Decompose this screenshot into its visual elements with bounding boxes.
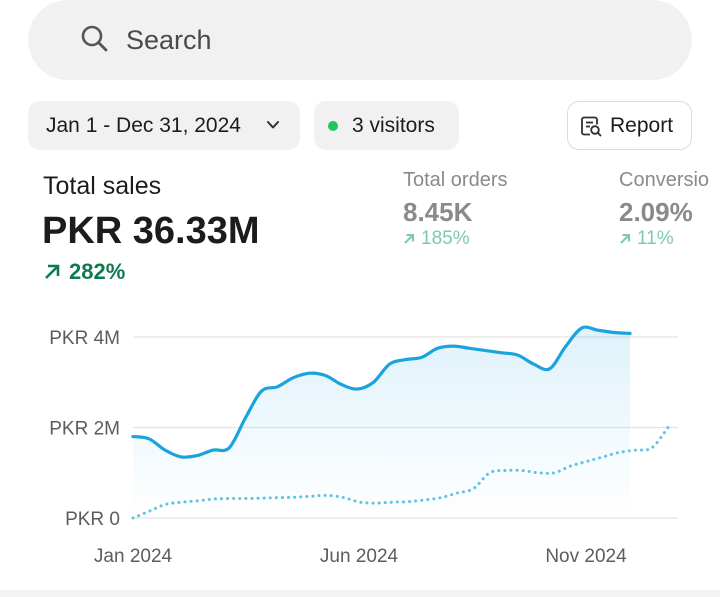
conversion-change: 11% bbox=[619, 228, 674, 250]
conversion-value: 2.09% bbox=[619, 197, 693, 227]
visitors-label: 3 visitors bbox=[352, 113, 435, 137]
report-icon bbox=[581, 116, 602, 136]
y-tick-label: PKR 4M bbox=[49, 328, 120, 349]
search-bar[interactable] bbox=[28, 0, 692, 80]
x-tick-label: Jan 2024 bbox=[94, 546, 173, 567]
y-tick-label: PKR 2M bbox=[49, 419, 120, 440]
live-dot-icon bbox=[328, 120, 338, 131]
date-range-label: Jan 1 - Dec 31, 2024 bbox=[46, 113, 241, 137]
x-tick-label: Jun 2024 bbox=[320, 546, 399, 567]
total-orders-value: 8.45K bbox=[403, 197, 473, 227]
arrow-up-right-icon bbox=[620, 234, 630, 244]
y-tick-label: PKR 0 bbox=[65, 509, 120, 530]
total-orders-change-value: 185% bbox=[421, 228, 470, 249]
total-orders-title[interactable]: Total orders bbox=[403, 169, 508, 191]
sales-area-fill bbox=[133, 327, 630, 518]
x-tick-label: Nov 2024 bbox=[545, 546, 627, 567]
total-sales-title[interactable]: Total sales bbox=[43, 172, 162, 200]
search-input[interactable] bbox=[126, 20, 666, 60]
conversion-title[interactable]: Conversio bbox=[619, 169, 710, 191]
total-orders-change: 185% bbox=[403, 228, 470, 250]
total-sales-change-value: 282% bbox=[69, 259, 126, 284]
sales-series-line bbox=[131, 325, 632, 459]
total-sales-change: 282% bbox=[43, 259, 125, 285]
live-visitors-badge[interactable]: 3 visitors bbox=[314, 101, 459, 150]
report-button[interactable]: Report bbox=[567, 101, 692, 150]
comparison-series-line bbox=[131, 426, 670, 520]
date-range-picker[interactable]: Jan 1 - Dec 31, 2024 bbox=[28, 101, 300, 150]
sales-line-chart[interactable]: PKR 0 PKR 2M PKR 4M Jan 2024 Jun 2024 Nov 202… bbox=[0, 300, 720, 590]
arrow-up-right-icon bbox=[45, 264, 60, 279]
report-label: Report bbox=[610, 113, 674, 137]
conversion-change-value: 11% bbox=[637, 228, 674, 249]
bottom-divider bbox=[0, 590, 720, 597]
total-sales-value: PKR 36.33M bbox=[42, 210, 260, 252]
arrow-up-right-icon bbox=[404, 234, 414, 244]
search-icon bbox=[81, 25, 108, 52]
chevron-down-icon bbox=[267, 121, 279, 129]
